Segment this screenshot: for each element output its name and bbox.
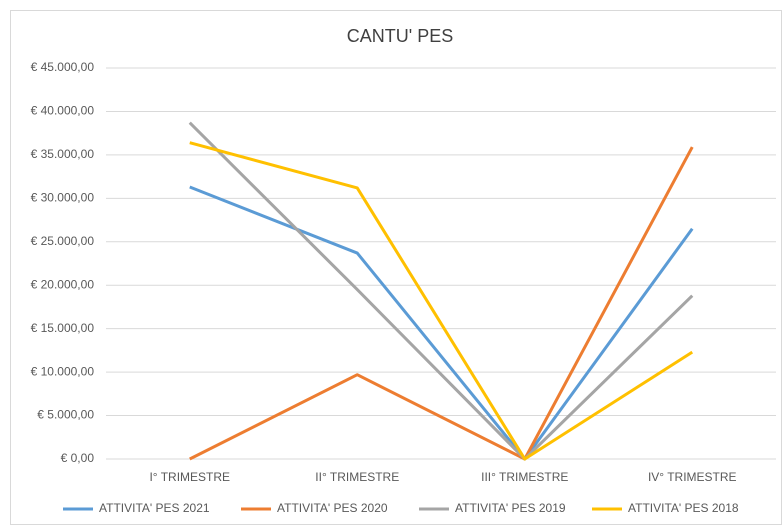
y-tick-label: € 20.000,00 <box>31 277 95 291</box>
y-tick-label: € 40.000,00 <box>31 104 95 118</box>
series-line <box>189 141 694 461</box>
y-tick-label: € 5.000,00 <box>37 408 94 422</box>
y-tick-label: € 15.000,00 <box>31 321 95 335</box>
y-tick-label: € 10.000,00 <box>31 364 95 378</box>
y-tick-label: € 35.000,00 <box>31 147 95 161</box>
legend-label: ATTIVITA' PES 2021 <box>99 501 210 515</box>
x-tick-label: IV° TRIMESTRE <box>648 470 737 484</box>
x-tick-label: I° TRIMESTRE <box>149 470 230 484</box>
chart-frame <box>10 10 782 525</box>
legend-label: ATTIVITA' PES 2018 <box>628 501 739 515</box>
series-line <box>189 185 694 461</box>
series-line <box>189 146 694 461</box>
y-tick-label: € 45.000,00 <box>31 60 95 74</box>
legend-label: ATTIVITA' PES 2020 <box>277 501 388 515</box>
y-tick-label: € 30.000,00 <box>31 191 95 205</box>
y-tick-label: € 25.000,00 <box>31 234 95 248</box>
y-tick-label: € 0,00 <box>61 451 95 465</box>
legend-label: ATTIVITA' PES 2019 <box>455 501 566 515</box>
x-tick-label: III° TRIMESTRE <box>481 470 568 484</box>
chart-title: CANTU' PES <box>347 26 453 46</box>
series-line <box>188 121 694 461</box>
x-tick-label: II° TRIMESTRE <box>315 470 399 484</box>
